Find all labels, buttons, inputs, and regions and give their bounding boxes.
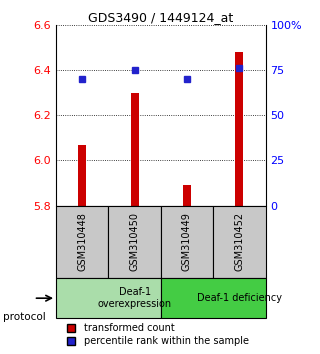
Bar <box>56 206 108 278</box>
Bar <box>56 278 161 318</box>
Bar <box>161 206 213 278</box>
Text: GSM310450: GSM310450 <box>130 212 140 272</box>
Legend: transformed count, percentile rank within the sample: transformed count, percentile rank withi… <box>61 323 249 346</box>
Bar <box>131 93 139 206</box>
Bar <box>108 206 161 278</box>
Title: GDS3490 / 1449124_at: GDS3490 / 1449124_at <box>88 11 233 24</box>
Bar <box>236 52 243 206</box>
Text: GSM310449: GSM310449 <box>182 212 192 271</box>
Bar <box>78 145 86 206</box>
Text: GSM310448: GSM310448 <box>77 212 87 271</box>
Text: Deaf-1 deficiency: Deaf-1 deficiency <box>197 293 282 303</box>
Bar <box>161 278 266 318</box>
Bar <box>213 206 266 278</box>
Text: Deaf-1
overexpression: Deaf-1 overexpression <box>98 287 172 309</box>
Bar <box>183 185 191 206</box>
Text: protocol: protocol <box>3 312 46 322</box>
Text: GSM310452: GSM310452 <box>235 212 244 272</box>
